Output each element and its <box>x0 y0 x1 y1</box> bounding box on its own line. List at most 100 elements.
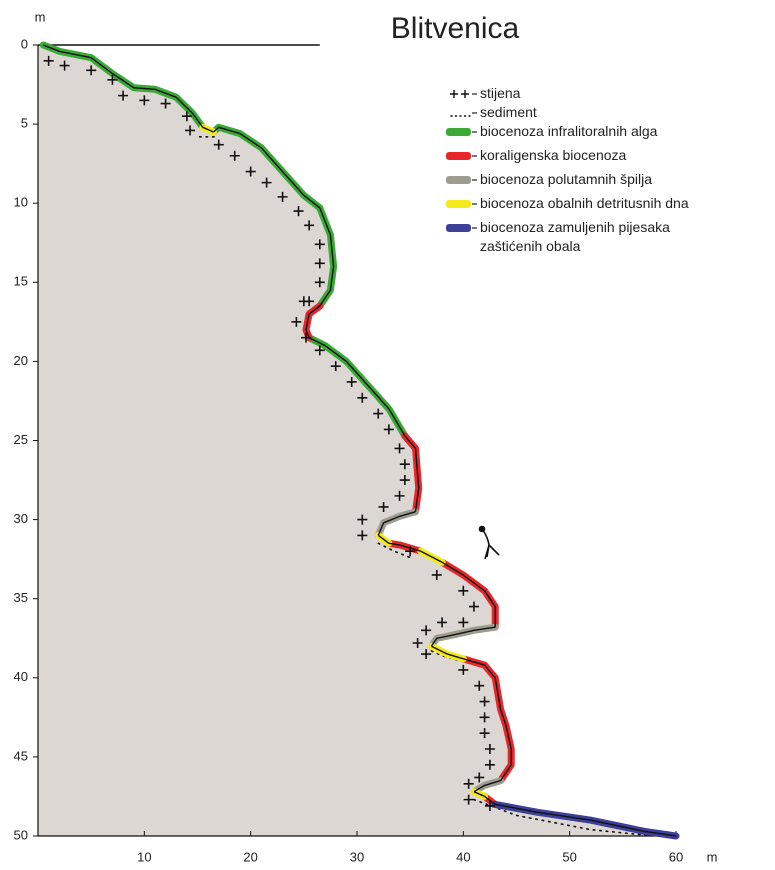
seabed <box>37 645 464 660</box>
sediment-symbol <box>450 112 477 117</box>
rock-marker <box>458 585 469 596</box>
legend-label: sediment <box>480 104 537 120</box>
rock-marker <box>484 743 495 754</box>
zone-swatch <box>446 152 477 160</box>
legend-label: biocenoza zamuljenih pijesaka zaštićenih… <box>480 219 670 254</box>
rock-marker <box>405 546 416 557</box>
chart-title: Blitvenica <box>391 12 520 45</box>
y-tick-label: 5 <box>21 116 28 131</box>
legend-item: koraligenska biocenoza <box>446 146 746 170</box>
profile-line <box>202 126 485 798</box>
rock-marker <box>399 459 410 470</box>
rock-marker <box>458 617 469 628</box>
rock-marker <box>293 206 304 217</box>
rock-marker <box>118 90 129 101</box>
rock-marker <box>314 277 325 288</box>
rock-marker <box>431 569 442 580</box>
rock-marker <box>399 475 410 486</box>
seabed-group <box>37 645 464 660</box>
rock-marker <box>139 95 150 106</box>
seabed-group <box>37 791 485 797</box>
legend-label: stijena <box>480 85 521 101</box>
seabed <box>37 561 496 628</box>
y-tick-label: 30 <box>14 511 28 526</box>
rock-marker <box>373 408 384 419</box>
legend-item: biocenoza obalnih detritusnih dna <box>446 194 746 218</box>
rock-marker <box>277 191 288 202</box>
seabed-group <box>37 44 204 128</box>
rock-marker <box>357 530 368 541</box>
legend-symbol <box>446 218 480 237</box>
x-axis-label: m <box>707 849 718 864</box>
rock-marker <box>314 239 325 250</box>
rock-marker <box>412 637 423 648</box>
rock-marker <box>330 361 341 372</box>
rock-marker <box>394 443 405 454</box>
legend-item: sediment <box>446 103 746 122</box>
seabed-group <box>37 126 335 307</box>
seabed <box>37 658 512 782</box>
x-tick-label: 50 <box>562 849 576 864</box>
y-tick-label: 35 <box>14 590 28 605</box>
rock-marker <box>474 772 485 783</box>
rock-marker <box>261 177 272 188</box>
rock-marker <box>463 778 474 789</box>
rock-marker <box>314 345 325 356</box>
seabed-group <box>37 534 391 544</box>
rock-marker <box>458 664 469 675</box>
rock-marker <box>213 139 224 150</box>
rock-marker <box>474 680 485 691</box>
x-tick-label: 40 <box>456 849 470 864</box>
rock-marker <box>357 514 368 525</box>
rock-marker <box>160 98 171 109</box>
rock-marker <box>298 296 309 307</box>
rock-marker <box>346 376 357 387</box>
y-tick-label: 25 <box>14 432 28 447</box>
seabed <box>37 780 501 793</box>
y-tick-label: 10 <box>14 195 28 210</box>
rock-marker <box>300 332 311 343</box>
seabed <box>37 44 204 128</box>
legend-symbol <box>446 103 480 122</box>
seabed <box>37 542 421 552</box>
sediment-line <box>198 136 656 837</box>
profile-line <box>305 305 512 805</box>
rock-marker <box>484 759 495 770</box>
legend-symbol <box>446 122 480 141</box>
rock-marker <box>463 794 474 805</box>
zone-swatch <box>446 224 477 232</box>
legend: stijena sediment biocenoza infralitoralnih… <box>446 84 746 256</box>
seabed <box>37 534 391 544</box>
rock-marker <box>291 316 302 327</box>
seabed <box>37 795 497 805</box>
rock-marker <box>43 55 54 66</box>
rock-marker <box>437 617 448 628</box>
legend-label: biocenoza polutamnih špilja <box>480 171 652 187</box>
seabed-group <box>37 337 406 437</box>
rock-marker <box>357 392 368 403</box>
rock-marker <box>185 125 196 136</box>
legend-item: biocenoza zamuljenih pijesaka zaštićenih… <box>446 218 746 256</box>
legend-symbol <box>446 84 480 103</box>
diver-icon <box>478 525 500 560</box>
seabed <box>37 550 443 563</box>
seabed <box>37 435 420 513</box>
legend-label: biocenoza obalnih detritusnih dna <box>480 195 689 211</box>
seabed-group <box>37 305 322 339</box>
seabed <box>37 305 322 339</box>
seabed-group <box>37 780 501 793</box>
x-tick-label: 10 <box>137 849 151 864</box>
rock-marker <box>394 490 405 501</box>
rock-marker <box>59 60 70 71</box>
x-tick-label: 20 <box>243 849 257 864</box>
rock-marker <box>479 728 490 739</box>
legend-symbol <box>446 170 480 189</box>
x-tick-label: 30 <box>350 849 364 864</box>
legend-symbol <box>446 146 480 165</box>
legend-label: koraligenska biocenoza <box>480 147 627 163</box>
zone-swatch <box>446 128 477 136</box>
rock-marker <box>479 696 490 707</box>
rock-marker <box>468 601 479 612</box>
